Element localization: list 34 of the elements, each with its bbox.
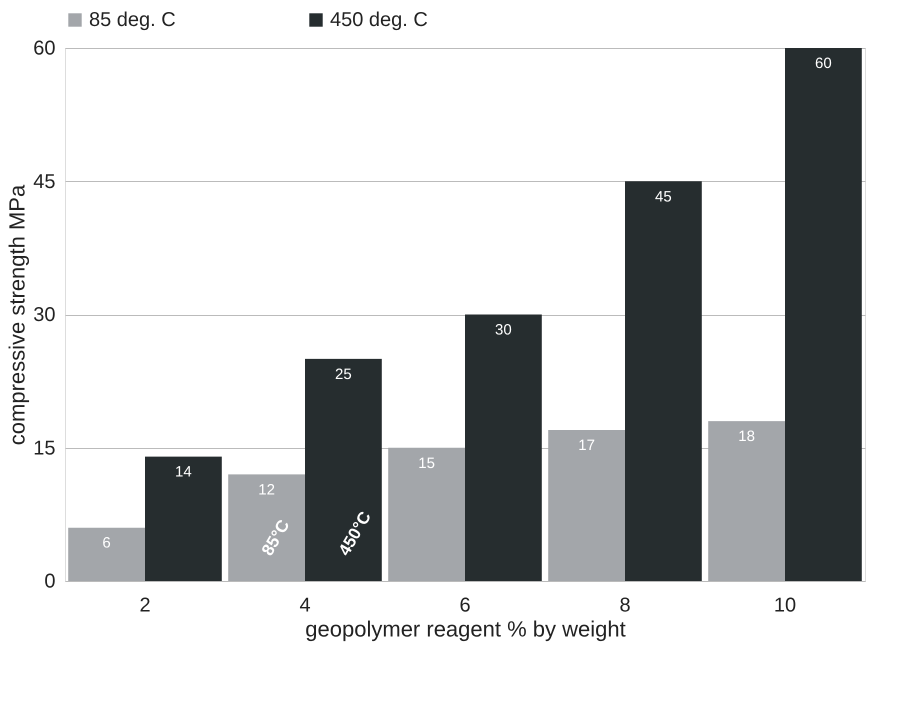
x-tick-label: 2 [139,594,151,616]
x-tick-label: 8 [619,594,631,616]
x-tick-label: 10 [774,594,796,616]
y-tick-label: 60 [33,38,56,60]
bar [708,421,785,581]
data-label: 18 [738,428,755,446]
data-label: 6 [102,534,111,552]
data-label: 60 [815,55,832,72]
data-label: 15 [418,454,435,472]
bar [625,181,702,581]
y-axis-title: compressive strength MPa [4,184,30,446]
legend-label: 450 deg. C [330,9,428,31]
bar [228,474,305,581]
bar [305,358,382,581]
bar [388,448,465,581]
data-label: 45 [655,188,672,206]
bar [548,430,625,581]
x-tick-label: 4 [299,594,311,616]
data-label: 14 [175,464,192,481]
y-tick-label: 30 [33,304,56,326]
data-label: 12 [258,481,275,498]
x-axis-title: geopolymer reagent % by weight [305,616,626,642]
data-label: 30 [495,322,512,338]
bar [465,314,542,581]
x-tick-label: 6 [459,594,471,616]
y-tick-label: 15 [33,437,56,460]
legend-label: 85 deg. C [89,9,176,31]
bar [785,48,862,581]
bar [145,456,222,581]
data-label: 25 [335,366,352,383]
y-tick-label: 0 [44,570,56,592]
bar [68,528,145,581]
data-label: 17 [578,436,595,454]
y-tick-label: 45 [33,170,56,193]
